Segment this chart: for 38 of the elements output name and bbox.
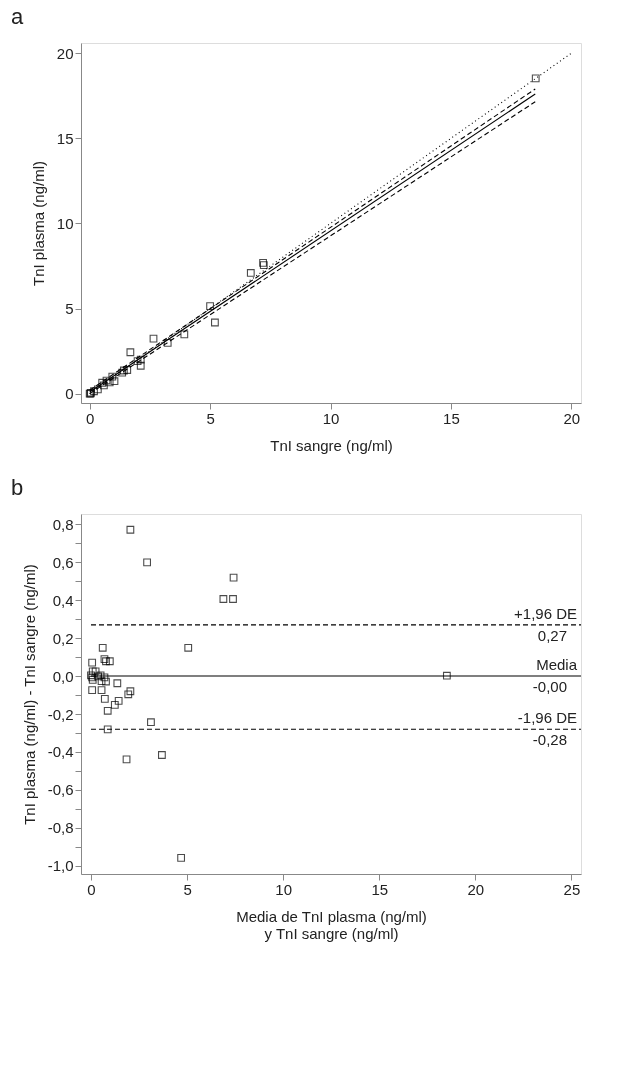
y-tick-label: 20	[56, 44, 74, 62]
y-tick-label: -1,0	[47, 857, 74, 875]
y-tick-label: 0,4	[52, 591, 74, 609]
x-tick-label: 20	[563, 409, 581, 427]
y-tick-label: 0,6	[52, 553, 74, 571]
x-tick-label: 0	[86, 409, 95, 427]
x-axis-title: TnI sangre (ng/ml)	[270, 436, 393, 454]
y-tick-label: 15	[56, 129, 74, 147]
x-tick-label: 0	[87, 880, 96, 898]
x-tick-label: 20	[467, 880, 485, 898]
y-tick-label: 0,2	[52, 629, 74, 647]
y-tick-label: 0,8	[52, 515, 74, 533]
x-tick-label: 15	[443, 409, 460, 427]
x-tick-label: 10	[275, 880, 292, 898]
x-tick-label: 5	[183, 880, 192, 898]
y-tick-label: 10	[56, 214, 74, 232]
ref-line-label: Media	[536, 656, 578, 674]
x-tick-label: 5	[206, 409, 215, 427]
y-tick-label: -0,4	[47, 743, 74, 761]
y-tick-label: -0,2	[47, 705, 74, 723]
y-tick-label: -0,8	[47, 819, 74, 837]
ref-line-label: -1,96 DE	[517, 709, 577, 727]
x-tick-label: 25	[563, 880, 581, 898]
y-tick-label: 0	[65, 385, 74, 403]
x-tick-label: 10	[322, 409, 340, 427]
chart-title: a	[11, 4, 24, 29]
y-axis-title: TnI plasma (ng/ml)	[29, 160, 47, 287]
chart-title: b	[11, 475, 24, 500]
y-axis-title: TnI plasma (ng/ml) - TnI sangre (ng/ml)	[20, 564, 38, 825]
x-axis-title: Media de TnI plasma (ng/ml) y TnI sangre (ng/ml)	[236, 907, 427, 942]
annotation: 0,27	[537, 626, 567, 644]
y-tick-label: 5	[65, 300, 74, 318]
x-tick-label: 15	[371, 880, 389, 898]
y-tick-label: 0,0	[52, 667, 74, 685]
y-tick-label: -0,6	[47, 781, 74, 799]
ref-line-label: +1,96 DE	[514, 604, 577, 622]
annotation: -0,00	[532, 678, 567, 696]
annotation: -0,28	[532, 731, 567, 749]
